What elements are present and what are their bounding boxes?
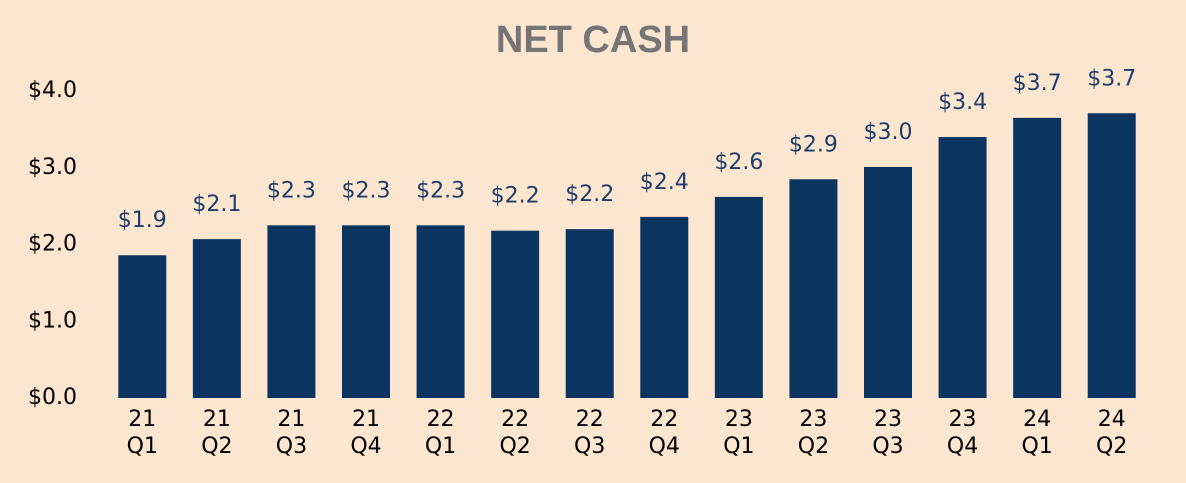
x-tick-label: Q1: [127, 434, 158, 459]
x-tick-label: Q2: [499, 434, 530, 459]
x-tick-label: Q2: [798, 434, 829, 459]
x-tick-label: 22: [427, 407, 455, 432]
x-tick-label: 22: [501, 407, 529, 432]
y-tick-label: $4.0: [28, 78, 77, 103]
x-tick-label: 23: [725, 407, 753, 432]
bar: [192, 239, 241, 398]
bar: [416, 225, 465, 398]
x-tick-label: 24: [1023, 407, 1051, 432]
bar: [789, 179, 838, 398]
bar: [714, 196, 763, 398]
value-label: $2.1: [192, 192, 241, 217]
bar: [342, 225, 390, 398]
value-label: $2.9: [789, 132, 838, 157]
bar: [1087, 113, 1136, 398]
x-tick-label: Q2: [201, 434, 232, 459]
x-tick-label: 23: [799, 407, 827, 432]
x-tick-label: Q2: [1096, 434, 1127, 459]
bar: [267, 225, 316, 398]
x-tick-label: 21: [203, 407, 231, 432]
y-tick-label: $1.0: [28, 308, 77, 333]
value-label: $3.0: [864, 120, 913, 145]
value-label: $2.6: [714, 150, 763, 175]
x-tick-label: Q1: [723, 434, 754, 459]
value-label: $1.9: [118, 208, 167, 233]
chart-title: NET CASH: [496, 19, 690, 61]
x-tick-label: 21: [277, 407, 305, 432]
x-tick-label: Q3: [276, 434, 307, 459]
bar: [118, 255, 167, 398]
value-label: $2.3: [267, 178, 316, 203]
y-tick-label: $2.0: [28, 232, 77, 257]
x-tick-label: 23: [874, 407, 902, 432]
x-tick-label: Q3: [872, 434, 903, 459]
value-label: $2.3: [342, 178, 391, 203]
value-label: $2.2: [565, 182, 614, 207]
bar: [565, 229, 614, 398]
x-tick-label: 23: [949, 407, 977, 432]
bar: [491, 230, 540, 398]
y-tick-label: $3.0: [28, 155, 77, 180]
x-tick-label: 22: [576, 407, 604, 432]
value-label: $2.3: [416, 178, 465, 203]
x-tick-label: 22: [650, 407, 678, 432]
bar: [938, 137, 987, 399]
value-label: $3.7: [1013, 71, 1062, 96]
x-tick-label: Q4: [350, 434, 381, 459]
x-tick-label: 21: [352, 407, 380, 432]
x-tick-label: Q3: [574, 434, 605, 459]
value-label: $2.2: [491, 184, 540, 209]
value-label: $3.7: [1087, 66, 1136, 91]
x-tick-label: 24: [1098, 407, 1126, 432]
bar: [640, 216, 689, 398]
x-tick-label: Q1: [1021, 434, 1052, 459]
x-tick-label: Q4: [947, 434, 978, 459]
bar: [864, 166, 912, 398]
x-tick-label: 21: [128, 407, 156, 432]
value-label: $2.4: [640, 170, 689, 195]
bar: [1013, 117, 1062, 399]
x-tick-label: Q1: [425, 434, 456, 459]
value-label: $3.4: [938, 90, 987, 115]
x-tick-label: Q4: [649, 434, 680, 459]
y-tick-label: $0.0: [28, 385, 77, 410]
